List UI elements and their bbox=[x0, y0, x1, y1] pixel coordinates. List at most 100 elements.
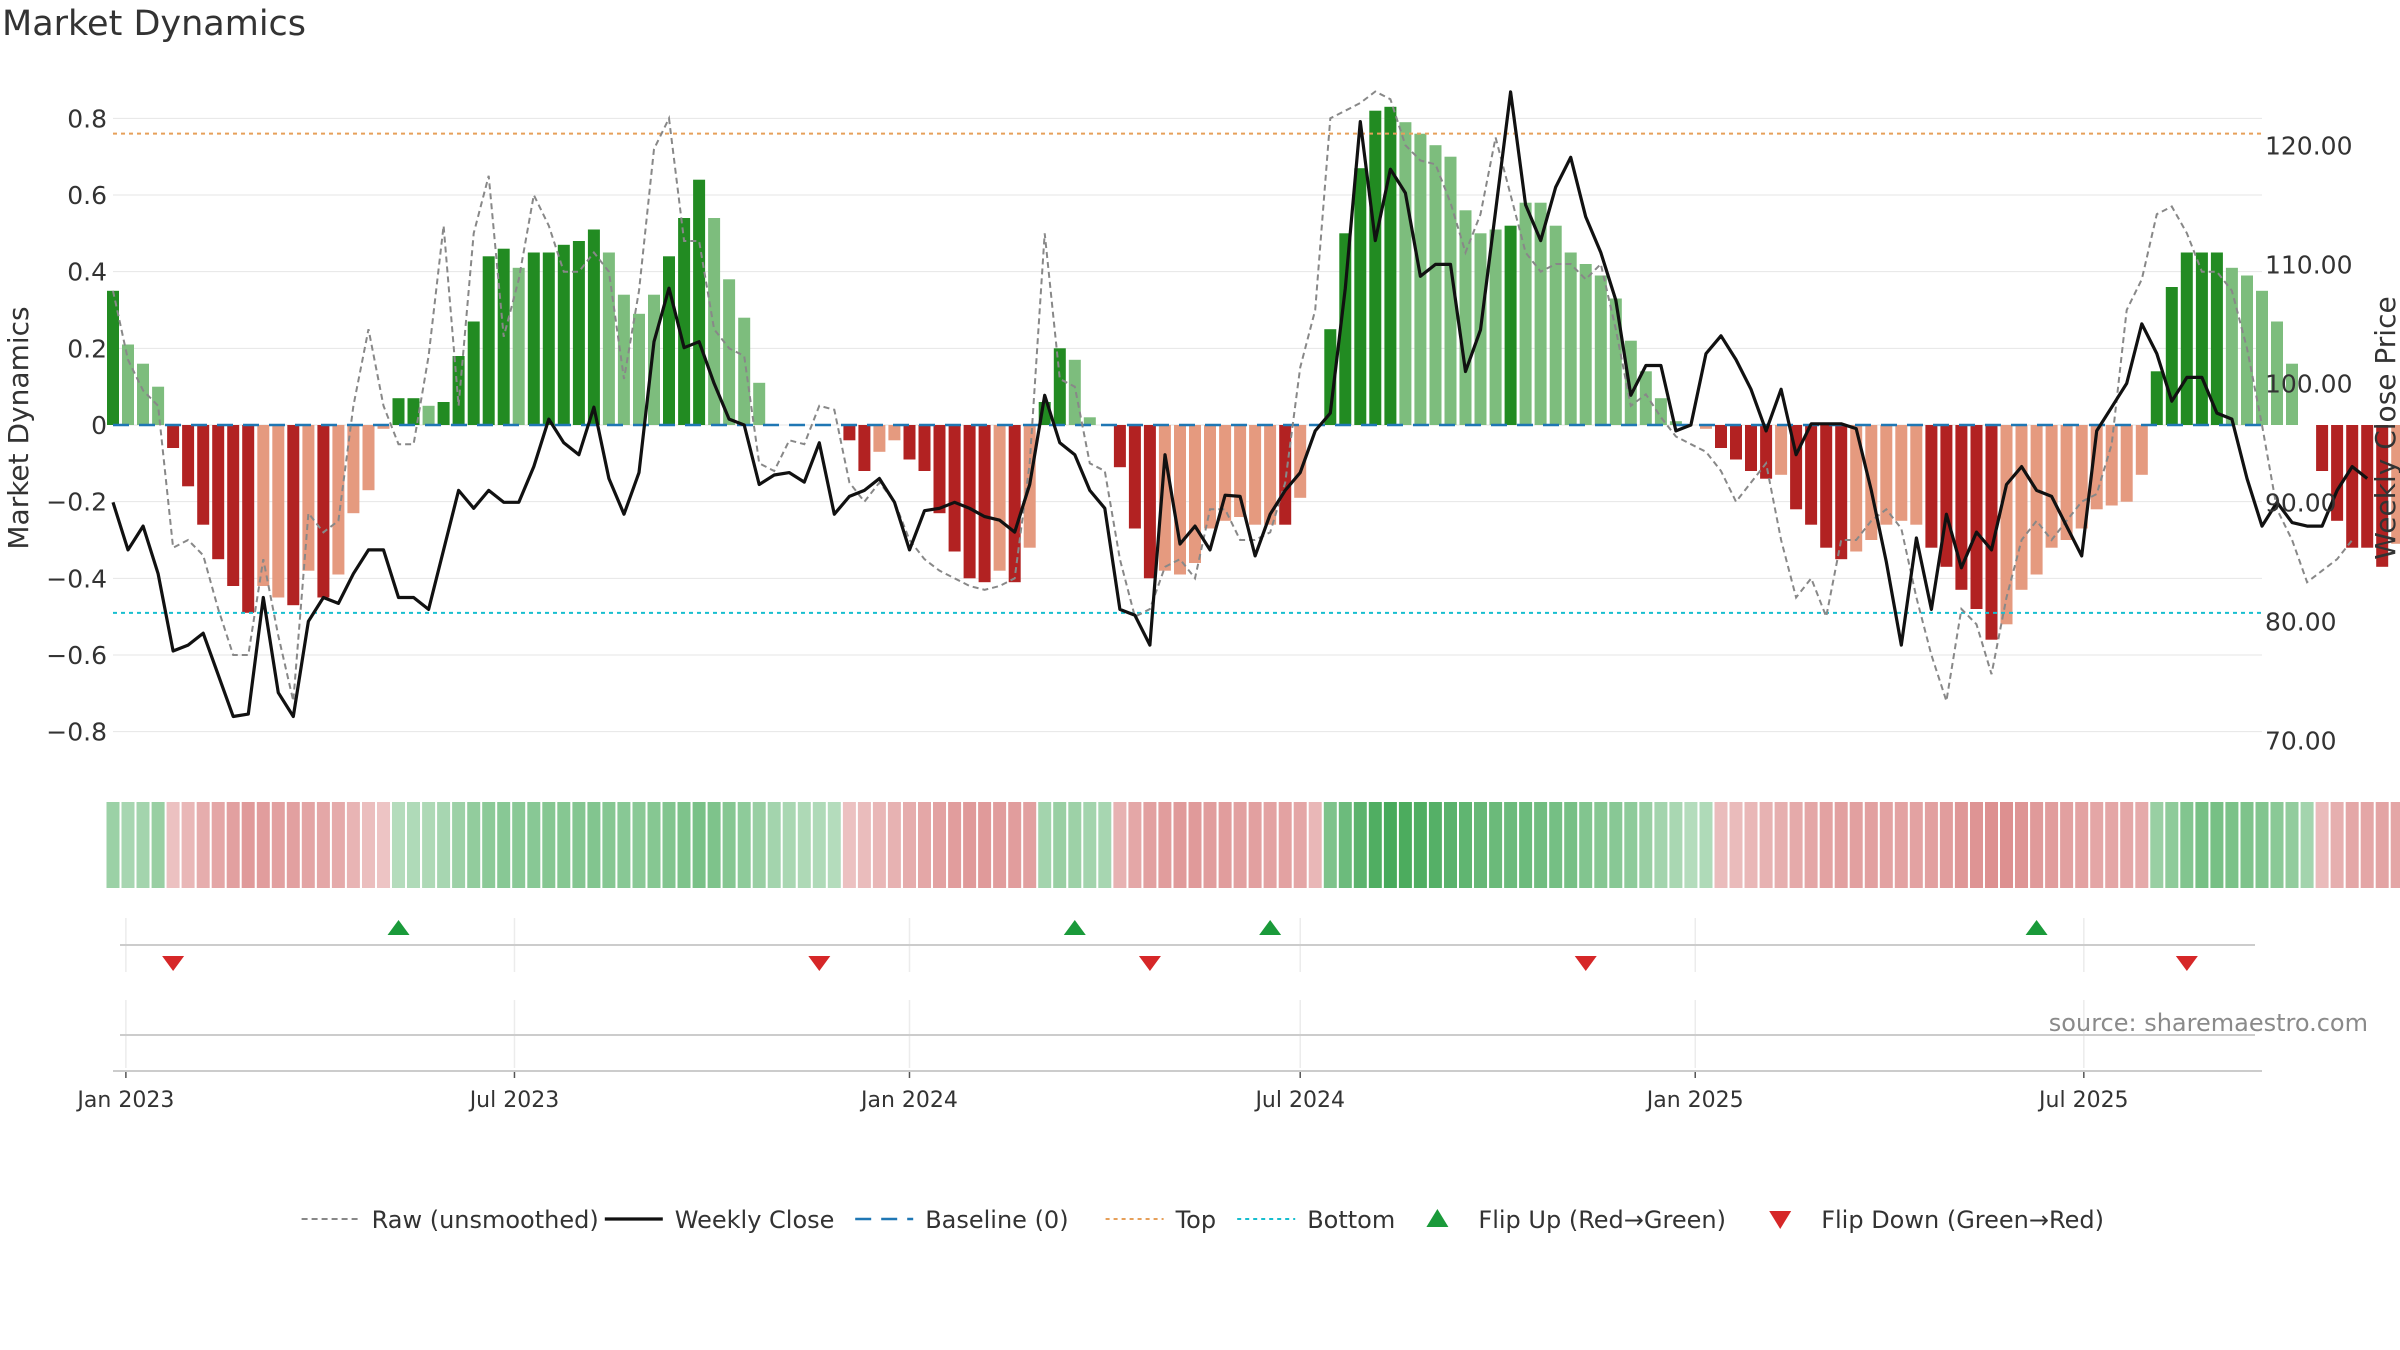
regime-cell bbox=[1684, 802, 1698, 888]
regime-cell bbox=[1744, 802, 1758, 888]
dynamics-bar bbox=[527, 252, 540, 425]
regime-cell bbox=[1338, 802, 1352, 888]
dynamics-bar bbox=[1008, 425, 1021, 583]
dynamics-bar bbox=[137, 363, 149, 425]
regime-cell bbox=[331, 802, 345, 888]
dynamics-bar bbox=[332, 425, 345, 575]
dynamics-bar bbox=[633, 313, 645, 425]
dynamics-bar bbox=[1865, 425, 1878, 540]
dynamics-bar bbox=[2391, 425, 2400, 544]
regime-cell bbox=[602, 802, 616, 888]
flip-down-marker bbox=[1138, 956, 1161, 971]
regime-cell bbox=[752, 802, 766, 888]
dynamics-bar bbox=[1053, 348, 1066, 425]
dynamics-bar bbox=[2316, 425, 2329, 471]
dynamics-bar bbox=[1354, 168, 1367, 425]
dynamics-bar bbox=[2135, 425, 2148, 475]
y2-axis-label: Weekly Close Price bbox=[2369, 296, 2400, 559]
flip-markers-panel bbox=[120, 918, 2255, 972]
dynamics-bar bbox=[978, 425, 991, 583]
regime-cell bbox=[2285, 802, 2299, 888]
regime-cell bbox=[1398, 802, 1412, 888]
dynamics-bar bbox=[617, 294, 630, 425]
regime-cell bbox=[933, 802, 946, 888]
regime-cell bbox=[2120, 802, 2134, 888]
y-tick-label: −0.6 bbox=[46, 641, 107, 670]
legend-item-raw: Raw (unsmoothed) bbox=[301, 1206, 599, 1234]
flip-down-marker bbox=[1574, 956, 1597, 971]
dynamics-bar bbox=[693, 179, 706, 425]
regime-cell bbox=[1128, 802, 1142, 888]
regime-cell bbox=[1053, 802, 1067, 888]
dynamics-bar bbox=[2045, 425, 2058, 548]
dynamics-bar bbox=[1444, 156, 1457, 425]
regime-cell bbox=[2165, 802, 2179, 888]
dynamics-bar bbox=[858, 425, 871, 471]
dynamics-bar bbox=[1775, 425, 1788, 475]
dynamics-bar bbox=[572, 241, 585, 425]
dynamics-bar bbox=[1910, 425, 1923, 525]
legend-label: Weekly Close bbox=[675, 1206, 835, 1234]
regime-cell bbox=[2090, 802, 2104, 888]
dynamics-bar bbox=[107, 290, 119, 425]
x-tick-label: Jul 2023 bbox=[468, 1088, 560, 1113]
dynamics-bar bbox=[1339, 233, 1352, 425]
regime-cell bbox=[256, 802, 270, 888]
regime-cell bbox=[1879, 802, 1893, 888]
dynamics-bar bbox=[512, 267, 525, 425]
legend-label: Baseline (0) bbox=[925, 1206, 1068, 1234]
dynamics-bar bbox=[2120, 425, 2133, 502]
regime-cell bbox=[1654, 802, 1668, 888]
weekly-close-line bbox=[111, 90, 2369, 719]
regime-cell bbox=[512, 802, 526, 888]
regime-cell bbox=[2015, 802, 2028, 888]
dynamics-bar bbox=[2105, 425, 2118, 506]
regime-cell bbox=[1609, 802, 1623, 888]
regime-cell bbox=[1594, 802, 1608, 888]
regime-cell bbox=[1534, 802, 1548, 888]
regime-cell bbox=[1323, 802, 1337, 888]
dynamics-bar bbox=[1669, 421, 1682, 425]
y2-tick-label: 70.00 bbox=[2265, 726, 2337, 755]
regime-cell bbox=[1834, 802, 1848, 888]
y-tick-label: −0.2 bbox=[46, 488, 107, 517]
dynamics-bar bbox=[1970, 425, 1983, 609]
regime-cell bbox=[872, 802, 886, 888]
dynamics-bar bbox=[2361, 425, 2374, 548]
y2-tick-label: 90.00 bbox=[2265, 488, 2337, 517]
regime-cell bbox=[1864, 802, 1878, 888]
flip-down-marker bbox=[162, 956, 185, 971]
regime-cell bbox=[2240, 802, 2254, 888]
regime-cell bbox=[722, 802, 736, 888]
regime-cell bbox=[286, 802, 300, 888]
dynamics-bar bbox=[362, 425, 375, 491]
dynamics-bar bbox=[948, 425, 961, 552]
y2-tick-label: 120.00 bbox=[2265, 131, 2352, 160]
regime-cell bbox=[121, 802, 135, 888]
dynamics-bar bbox=[2165, 287, 2178, 425]
regime-cell bbox=[1383, 802, 1397, 888]
dynamics-bar bbox=[347, 425, 360, 514]
regime-cell bbox=[1083, 802, 1097, 888]
regime-cell bbox=[1624, 802, 1638, 888]
dynamics-bar bbox=[2195, 252, 2208, 425]
dynamics-bar bbox=[1414, 133, 1427, 425]
dynamics-bar bbox=[2346, 425, 2359, 548]
regime-cell bbox=[963, 802, 977, 888]
regime-cell bbox=[2330, 802, 2344, 888]
regime-cell bbox=[1564, 802, 1578, 888]
regime-cell bbox=[797, 802, 811, 888]
regime-cell bbox=[2300, 802, 2314, 888]
regime-cell bbox=[1924, 802, 1938, 888]
dynamics-bar bbox=[272, 425, 285, 598]
regime-cell bbox=[316, 802, 330, 888]
dynamics-bar bbox=[212, 425, 225, 560]
regime-cell bbox=[407, 802, 420, 888]
regime-cell bbox=[1579, 802, 1593, 888]
dynamics-bar bbox=[2150, 371, 2163, 425]
regime-cell bbox=[1068, 802, 1082, 888]
dynamics-bar bbox=[2286, 363, 2298, 425]
regime-cell bbox=[887, 802, 901, 888]
regime-cell bbox=[377, 802, 390, 888]
regime-cell bbox=[1759, 802, 1773, 888]
